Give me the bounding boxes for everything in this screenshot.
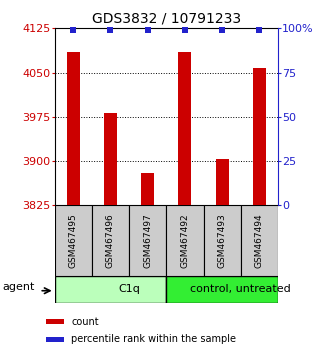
Title: GDS3832 / 10791233: GDS3832 / 10791233 [92,12,241,26]
Bar [46,337,64,342]
Bar [55,276,166,303]
Bar [216,159,229,205]
Text: C1q: C1q [118,284,140,295]
Text: count: count [71,316,99,327]
Bar [204,205,241,276]
Text: GSM467495: GSM467495 [69,213,78,268]
Text: control, untreated: control, untreated [190,284,291,295]
Bar [241,205,278,276]
Bar [92,205,129,276]
Text: GSM467496: GSM467496 [106,213,115,268]
Bar [104,113,117,205]
Bar [46,319,64,324]
Bar [129,205,166,276]
Bar [55,205,92,276]
Bar [166,205,204,276]
Text: agent: agent [3,282,35,292]
Bar [178,52,191,205]
Text: GSM467493: GSM467493 [218,213,227,268]
Bar [141,173,154,205]
Bar [67,52,80,205]
Bar [253,68,266,205]
Text: GSM467492: GSM467492 [180,213,189,268]
Bar [166,276,278,303]
Text: GSM467494: GSM467494 [255,213,264,268]
Text: percentile rank within the sample: percentile rank within the sample [71,335,236,344]
Text: GSM467497: GSM467497 [143,213,152,268]
